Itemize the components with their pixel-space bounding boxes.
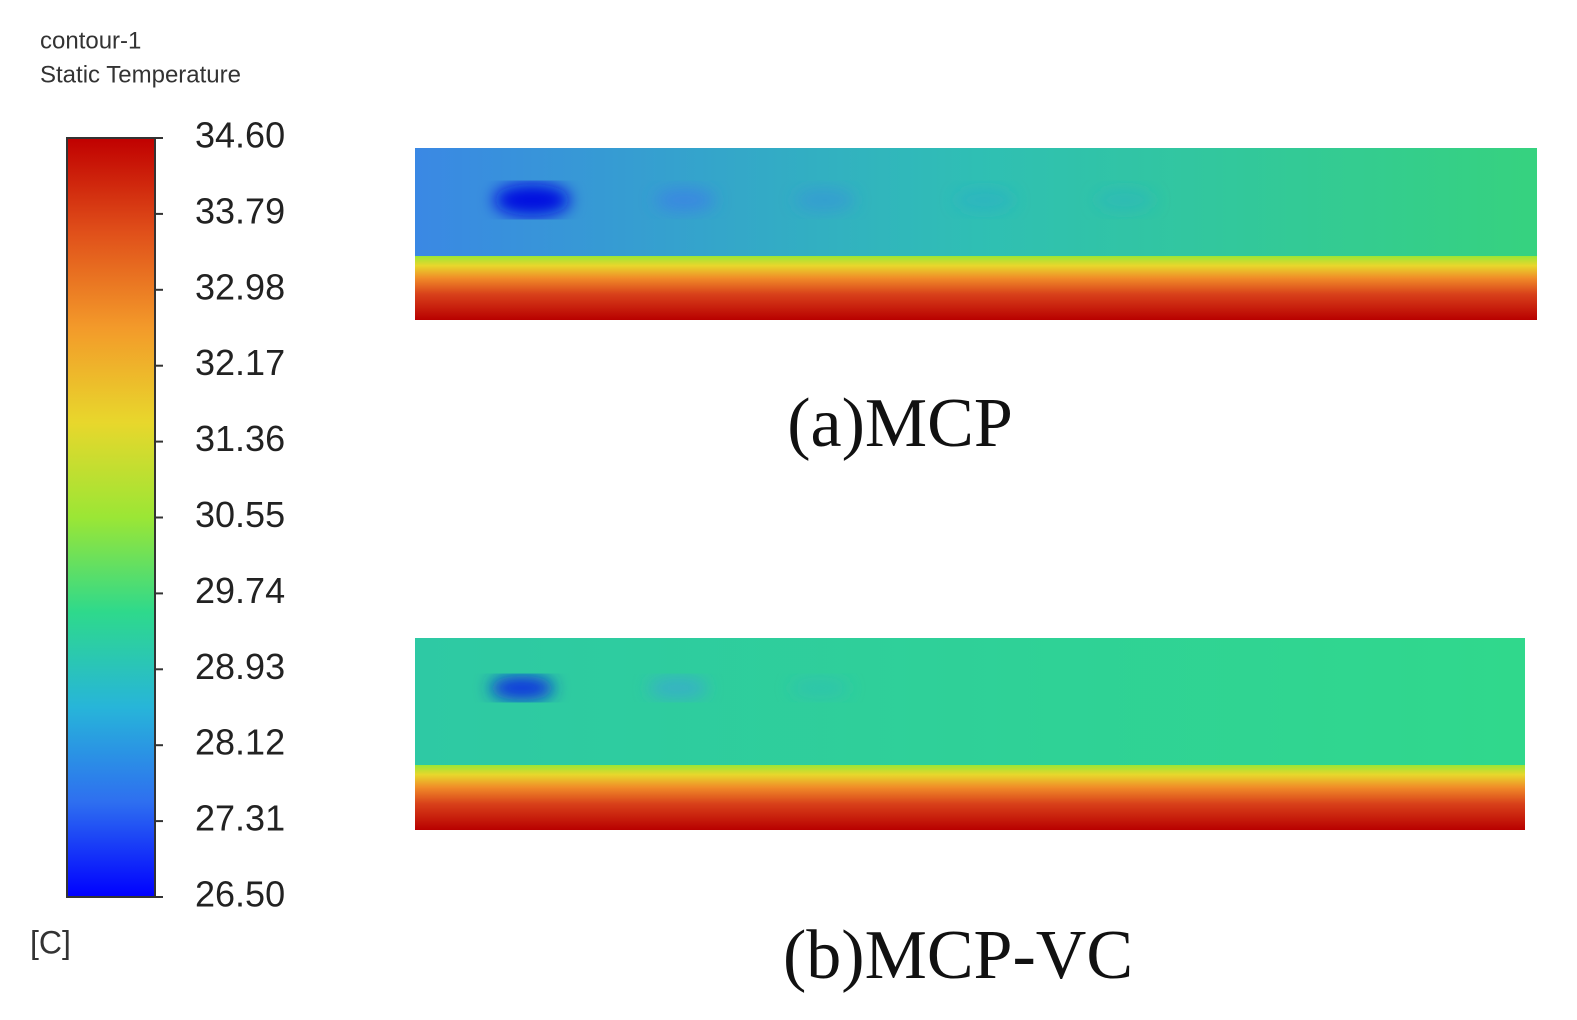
tick-label: 28.93 bbox=[195, 646, 285, 687]
panel-b bbox=[415, 638, 1525, 830]
panel-a bbox=[415, 148, 1537, 320]
legend-subtitle: Static Temperature bbox=[40, 61, 241, 88]
tick-label: 31.36 bbox=[195, 418, 285, 459]
panel-label: (a)MCP bbox=[787, 385, 1013, 462]
tick-label: 33.79 bbox=[195, 190, 285, 231]
unit-label: [C] bbox=[30, 924, 71, 960]
legend-title: contour-1 bbox=[40, 27, 141, 54]
tick-label: 29.74 bbox=[195, 570, 285, 611]
tick-label: 32.98 bbox=[195, 266, 285, 307]
tick-label: 30.55 bbox=[195, 494, 285, 535]
tick-label: 28.12 bbox=[195, 722, 285, 763]
tick-label: 32.17 bbox=[195, 342, 285, 383]
colorbar bbox=[66, 137, 156, 898]
panel-label: (b)MCP-VC bbox=[783, 917, 1133, 994]
tick-label: 27.31 bbox=[195, 798, 285, 839]
tick-label: 26.50 bbox=[195, 874, 285, 915]
tick-label: 34.60 bbox=[195, 115, 285, 156]
